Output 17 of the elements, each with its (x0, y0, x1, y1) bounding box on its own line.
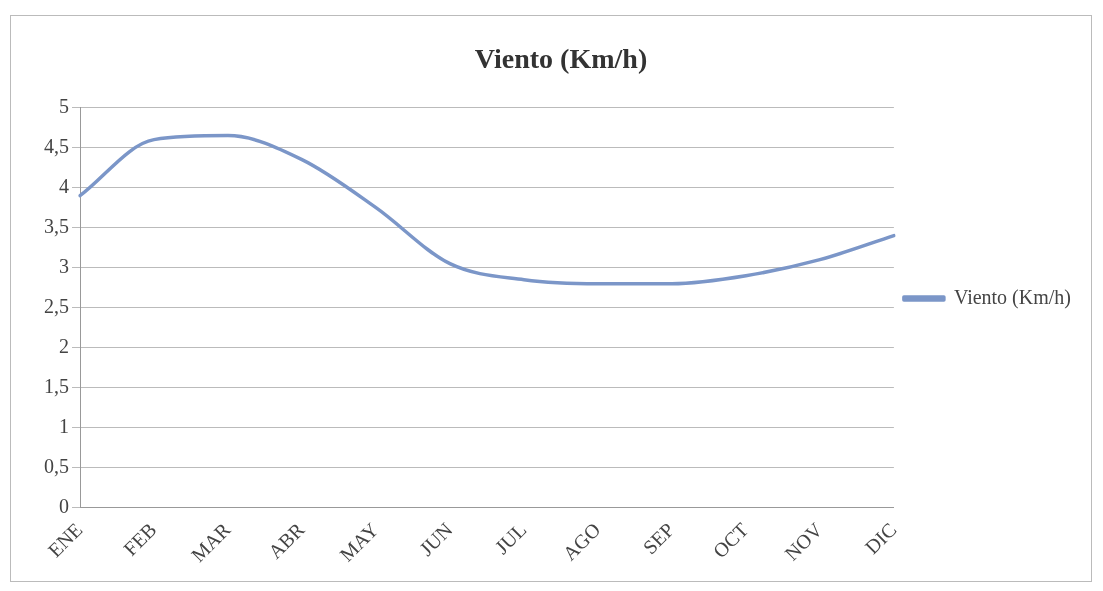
y-tick-label: 0,5 (44, 455, 69, 478)
y-tick-label: 1 (59, 415, 69, 438)
y-tick-label: 2,5 (44, 294, 69, 317)
y-tick-label: 4 (59, 174, 69, 197)
y-tick-label: 3,5 (44, 214, 69, 237)
x-tick-label: FEB (119, 518, 161, 560)
y-tick-label: 5 (59, 94, 69, 117)
y-tick-label: 4,5 (44, 134, 69, 157)
x-tick-label: SEP (638, 518, 679, 559)
x-tick-label: JUL (490, 518, 531, 559)
y-tick-label: 3 (59, 254, 69, 277)
chart-title: Viento (Km/h) (474, 43, 648, 75)
legend-label: Viento (Km/h) (953, 285, 1071, 309)
y-tick-label: 1,5 (44, 375, 69, 397)
y-tick-label: 0 (59, 495, 69, 518)
y-tick-label: 2 (59, 334, 69, 357)
x-tick-label: DIC (860, 518, 901, 559)
